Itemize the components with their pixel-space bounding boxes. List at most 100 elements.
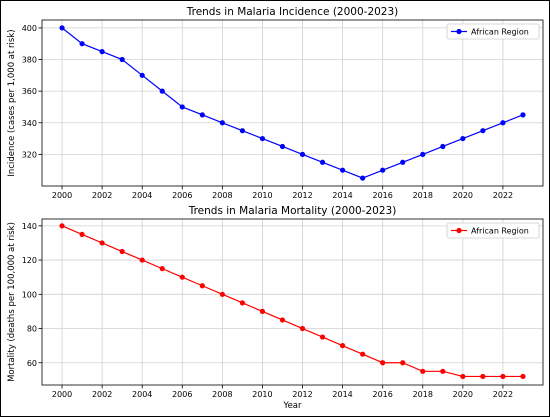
y-axis-label: Incidence (cases per 1,000 at risk) — [7, 29, 17, 176]
y-tick-label: 380 — [22, 56, 37, 65]
legend-label: African Region — [471, 28, 529, 37]
data-point — [340, 167, 346, 173]
data-point — [460, 373, 466, 380]
x-tick-label: 2000 — [52, 390, 72, 399]
data-point — [119, 56, 125, 63]
x-tick-label: 2014 — [332, 390, 352, 399]
data-point — [99, 240, 105, 246]
data-point — [360, 175, 366, 181]
x-tick-label: 2012 — [292, 390, 312, 399]
x-tick-label: 2012 — [292, 191, 312, 200]
data-point — [139, 257, 145, 263]
data-point — [520, 112, 526, 118]
y-tick-label: 80 — [27, 325, 37, 334]
series-line — [61, 225, 523, 378]
legend-box — [446, 222, 540, 239]
data-point — [99, 49, 105, 55]
data-point — [440, 368, 446, 374]
x-tick-label: 2016 — [373, 191, 393, 200]
x-tick-label: 2014 — [332, 191, 352, 200]
x-tick-label: 2020 — [453, 390, 473, 399]
data-point — [239, 300, 245, 306]
data-point — [219, 291, 225, 297]
y-axis-label: Mortality (deaths per 100,000 at risk) — [7, 222, 17, 382]
data-point — [139, 72, 145, 78]
x-tick-label: 2006 — [172, 390, 192, 399]
data-point — [319, 334, 326, 340]
x-tick-label: 2022 — [493, 390, 513, 399]
x-tick-label: 2022 — [493, 191, 513, 200]
data-point — [319, 159, 326, 165]
legend: African Region — [446, 222, 540, 239]
x-tick-label: 2006 — [172, 191, 192, 200]
x-tick-label: 2018 — [413, 390, 433, 399]
x-tick-label: 2018 — [413, 191, 433, 200]
data-point — [299, 151, 306, 157]
data-point — [239, 128, 245, 134]
x-tick-label: 2002 — [92, 191, 112, 200]
data-point — [59, 223, 65, 229]
y-tick-label: 360 — [22, 87, 37, 96]
x-tick-label: 2004 — [132, 191, 152, 200]
data-point — [279, 143, 286, 150]
data-point — [360, 351, 366, 357]
data-point — [279, 317, 286, 323]
plot-area-frame — [41, 218, 544, 386]
x-tick-label: 2004 — [132, 390, 152, 399]
legend-box — [446, 23, 540, 40]
x-tick-label: 2010 — [252, 390, 272, 399]
chart-panel-1: 2000 2002 2004 2006 2008 2010 2012 2014 2016 2018… — [7, 6, 544, 200]
x-tick-label: 2008 — [212, 191, 232, 200]
data-point — [299, 325, 306, 332]
data-point — [500, 373, 506, 380]
legend: African Region — [446, 23, 540, 40]
data-point — [59, 25, 65, 31]
x-tick-label: 2010 — [252, 191, 272, 200]
data-point — [159, 88, 165, 94]
data-point — [79, 231, 85, 238]
x-tick-label: 2000 — [52, 191, 72, 200]
y-tick-label: 340 — [22, 119, 37, 128]
legend-marker — [456, 28, 462, 35]
data-point — [420, 368, 426, 374]
data-point — [199, 112, 205, 118]
data-point — [159, 266, 165, 272]
data-point — [259, 135, 266, 142]
data-point — [440, 143, 446, 150]
x-tick-label: 2020 — [453, 191, 473, 200]
data-point — [480, 128, 486, 134]
x-axis-label: Year — [283, 401, 303, 411]
data-point — [500, 120, 506, 126]
x-tick-label: 2016 — [373, 390, 393, 399]
y-tick-label: 320 — [22, 150, 37, 159]
y-tick-label: 140 — [22, 222, 37, 231]
y-tick-label: 400 — [22, 24, 37, 33]
data-point — [400, 159, 406, 165]
legend-marker — [456, 227, 462, 234]
legend-label: African Region — [471, 227, 529, 236]
plot-area-frame — [41, 19, 544, 187]
data-point — [119, 248, 125, 255]
data-point — [400, 360, 406, 366]
data-point — [179, 104, 185, 110]
data-point — [480, 373, 486, 380]
chart-panels: 2000 2002 2004 2006 2008 2010 2012 2014 2016 2018… — [7, 6, 544, 411]
data-point — [219, 120, 225, 126]
series-line — [61, 27, 524, 179]
data-point — [380, 167, 386, 173]
data-point — [79, 41, 85, 47]
data-point — [199, 283, 205, 289]
data-point — [420, 151, 426, 157]
y-tick-label: 100 — [22, 290, 37, 299]
data-point — [460, 135, 466, 142]
data-point — [259, 308, 266, 315]
y-tick-label: 120 — [22, 256, 37, 265]
data-point — [380, 360, 386, 366]
x-tick-label: 2008 — [212, 390, 232, 399]
data-point — [520, 373, 526, 380]
chart-panel-2: 2000 2002 2004 2006 2008 2010 2012 2014 2016 2018… — [7, 205, 544, 411]
data-point — [340, 343, 346, 349]
x-tick-label: 2002 — [92, 390, 112, 399]
